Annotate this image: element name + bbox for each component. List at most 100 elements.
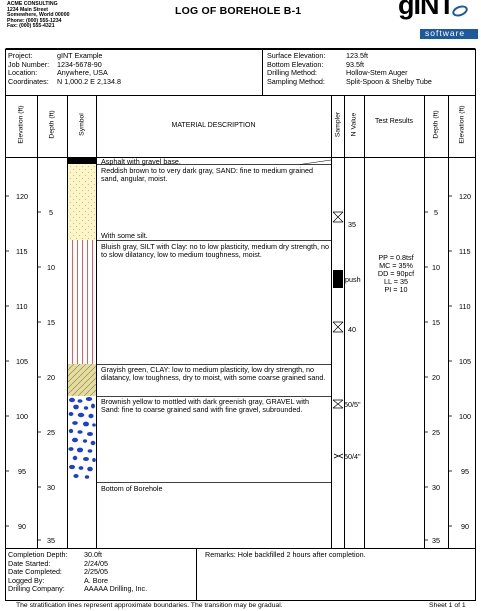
project-labels: Project: Job Number: Location: Coordinat… bbox=[8, 51, 50, 86]
remarks: Remarks: Hole backfilled 2 hours after c… bbox=[205, 550, 366, 559]
n-value: 40 bbox=[348, 325, 356, 334]
value-project: gINT Example bbox=[57, 51, 103, 60]
col-symbol: Symbol bbox=[78, 113, 86, 136]
elevation-tick: 115 bbox=[16, 247, 28, 256]
n-value: push bbox=[345, 275, 361, 284]
sampler-split-spoon-1 bbox=[332, 211, 344, 223]
stratification-note: The stratification lines represent appro… bbox=[16, 602, 283, 609]
layer-gravel: Brownish yellow to mottled with dark gre… bbox=[101, 397, 309, 414]
value-drilling-method: Hollow-Stem Auger bbox=[346, 68, 408, 77]
gravel-symbol bbox=[68, 396, 96, 482]
value-completion-depth: 30.0ft bbox=[84, 550, 102, 559]
depth-tick: 10 bbox=[432, 263, 440, 272]
test-pi: PI = 10 bbox=[384, 285, 408, 294]
company-block: ACME CONSULTING 1234 Main Street Somewhe… bbox=[7, 1, 70, 30]
value-surface-elevation: 123.5ft bbox=[346, 51, 368, 60]
drilling-values: 123.5ft 93.5ft Hollow-Stem Auger Split-S… bbox=[346, 51, 432, 86]
elevation-tick: 105 bbox=[16, 357, 28, 366]
elevation-tick: 105 bbox=[459, 357, 471, 366]
company-city: Somewhere, World 00000 bbox=[7, 12, 70, 19]
depth-tick: 5 bbox=[434, 208, 438, 217]
clay-symbol bbox=[68, 364, 96, 396]
test-ll: LL = 35 bbox=[384, 277, 408, 286]
col-depth-left: Depth (ft) bbox=[48, 110, 56, 139]
sand-symbol bbox=[68, 164, 96, 240]
depth-tick: 25 bbox=[47, 428, 55, 437]
label-drilling-company: Drilling Company: bbox=[8, 584, 65, 594]
label-project: Project: bbox=[8, 51, 33, 60]
sampler-split-spoon-4 bbox=[333, 453, 344, 459]
page-title: LOG OF BOREHOLE B-1 bbox=[175, 5, 302, 17]
footer-values: 30.0ft 2/24/05 2/25/05 A. Bore AAAAA Dri… bbox=[84, 550, 148, 594]
company-phone: Phone: (000) 555-1234 bbox=[7, 17, 62, 24]
layer-sand-silt: With some silt. bbox=[101, 231, 148, 240]
value-date-started: 2/24/05 bbox=[84, 558, 108, 568]
company-fax: Fax: (000) 555-4321 bbox=[7, 23, 55, 30]
footer-labels: Completion Depth: Date Started: Date Com… bbox=[8, 550, 68, 594]
layer-asphalt: Asphalt with gravel base. bbox=[101, 157, 181, 166]
elevation-tick: 95 bbox=[461, 467, 469, 476]
label-location: Location: bbox=[8, 68, 38, 77]
elevation-tick: 120 bbox=[16, 192, 28, 201]
depth-tick: 5 bbox=[49, 208, 53, 217]
elevation-tick: 120 bbox=[459, 192, 471, 201]
label-completion-depth: Completion Depth: bbox=[8, 550, 68, 559]
sampler-split-spoon-2 bbox=[332, 321, 344, 333]
logo-bar bbox=[420, 29, 478, 39]
drilling-labels: Surface Elevation: Bottom Elevation: Dri… bbox=[267, 51, 326, 86]
value-coordinates: N 1,000.2 E 2,134.8 bbox=[57, 76, 121, 86]
col-material-description: MATERIAL DESCRIPTION bbox=[171, 122, 256, 129]
depth-tick: 20 bbox=[432, 373, 440, 382]
label-drilling-method: Drilling Method: bbox=[267, 68, 317, 77]
n-value: 50/5" bbox=[344, 400, 361, 409]
depth-tick: 25 bbox=[432, 428, 440, 437]
elevation-tick: 100 bbox=[16, 412, 28, 421]
depth-tick: 30 bbox=[432, 483, 440, 492]
company-address: 1234 Main Street bbox=[7, 6, 48, 13]
elevation-tick: 90 bbox=[18, 522, 26, 531]
test-dd: DD = 90pcf bbox=[377, 269, 415, 278]
elevation-tick: 110 bbox=[459, 302, 471, 311]
silt-symbol bbox=[68, 240, 96, 364]
depth-tick: 15 bbox=[432, 318, 440, 327]
elevation-tick: 110 bbox=[16, 302, 28, 311]
elevation-tick: 115 bbox=[459, 247, 471, 256]
test-pp: PP = 0.8tsf bbox=[378, 253, 414, 262]
elevation-tick: 100 bbox=[459, 412, 471, 421]
test-results-block: PP = 0.8tsf MC = 35% DD = 90pcf LL = 35 … bbox=[368, 254, 424, 294]
elevation-tick: 95 bbox=[18, 467, 26, 476]
layer-bottom: Bottom of Borehole bbox=[101, 484, 163, 493]
elevation-tick: 90 bbox=[461, 522, 469, 531]
n-value: 50/4" bbox=[344, 452, 361, 461]
depth-tick: 15 bbox=[47, 318, 55, 327]
sampler-split-spoon-3 bbox=[332, 399, 344, 409]
layer-sand: Reddish brown to to very dark gray, SAND… bbox=[101, 166, 313, 183]
depth-tick: 30 bbox=[47, 483, 55, 492]
col-elevation-right: Elevation (ft) bbox=[458, 105, 466, 144]
depth-tick: 35 bbox=[47, 536, 55, 545]
col-test-results: Test Results bbox=[374, 118, 414, 125]
depth-tick: 20 bbox=[47, 373, 55, 382]
col-n-value: N Value bbox=[350, 112, 358, 137]
col-depth-right: Depth (ft) bbox=[432, 110, 440, 139]
layer-clay: Grayish green, CLAY: low to medium plast… bbox=[101, 365, 326, 382]
label-date-completed: Date Completed: bbox=[8, 567, 62, 577]
test-mc: MC = 35% bbox=[379, 261, 413, 270]
depth-tick: 35 bbox=[432, 536, 440, 545]
value-bottom-elevation: 93.5ft bbox=[346, 59, 364, 69]
sheet-number: Sheet 1 of 1 bbox=[429, 602, 466, 609]
label-surface-elevation: Surface Elevation: bbox=[267, 51, 326, 60]
n-value: 35 bbox=[348, 220, 356, 229]
depth-tick: 10 bbox=[47, 263, 55, 272]
col-sampler: Sampler bbox=[334, 111, 342, 138]
company-name: ACME CONSULTING bbox=[7, 1, 58, 7]
label-logged-by: Logged By: bbox=[8, 575, 45, 585]
value-sampling-method: Split-Spoon & Shelby Tube bbox=[346, 76, 432, 86]
sampler-shelby-tube bbox=[333, 270, 343, 288]
value-date-completed: 2/25/05 bbox=[84, 567, 108, 577]
value-logged-by: A. Bore bbox=[84, 575, 108, 585]
value-drilling-company: AAAAA Drilling, Inc. bbox=[84, 584, 148, 594]
project-values: gINT Example 1234-5678-90 Anywhere, USA … bbox=[57, 51, 121, 86]
label-bottom-elevation: Bottom Elevation: bbox=[267, 59, 324, 69]
label-job-number: Job Number: bbox=[8, 59, 50, 69]
